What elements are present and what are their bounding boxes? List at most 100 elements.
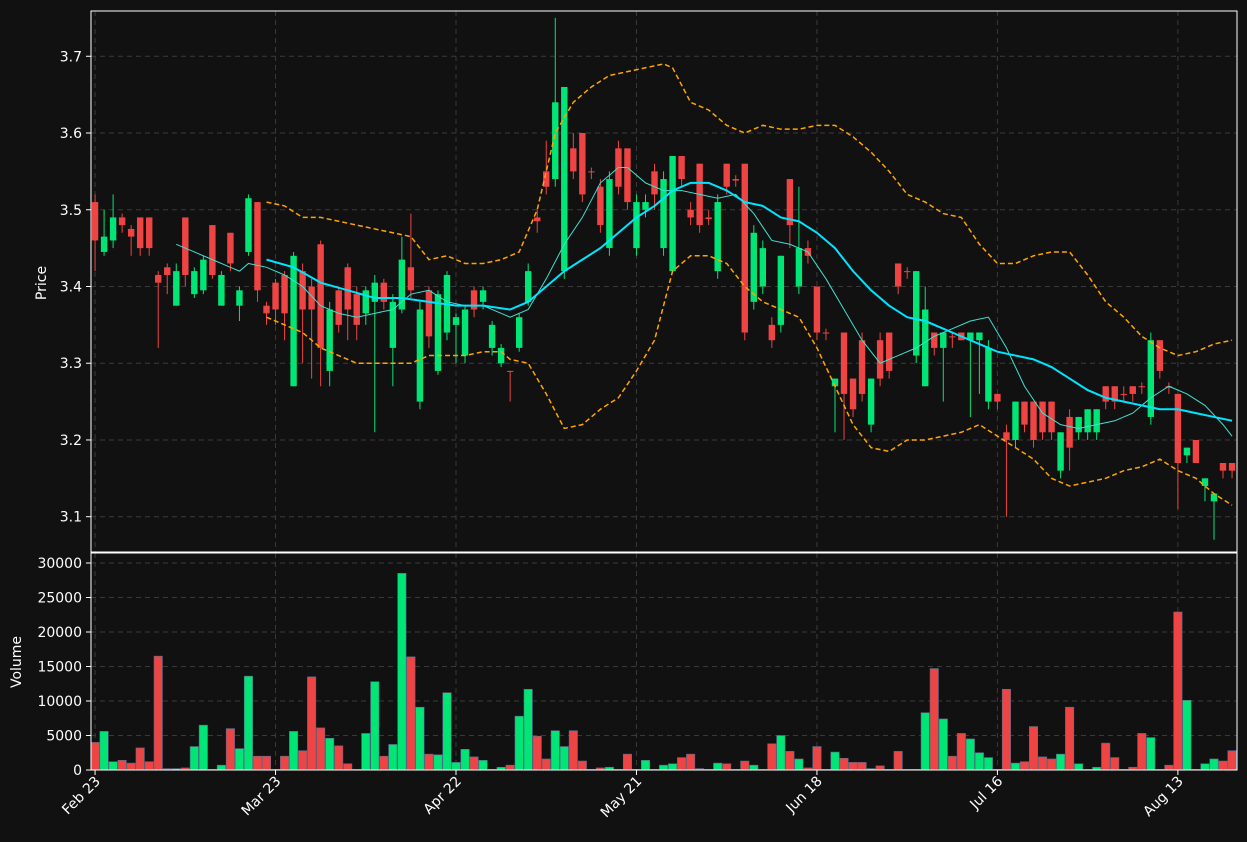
candle-body: [840, 332, 848, 394]
volume-bar: [857, 762, 867, 771]
volume-bar: [1146, 737, 1156, 771]
candle-body: [434, 294, 442, 371]
y-tick-label: 5000: [46, 729, 82, 745]
candle-body: [425, 290, 433, 337]
volume-bar: [622, 753, 632, 771]
volume-bar: [153, 655, 163, 771]
candle-body: [353, 294, 360, 325]
candle-body: [173, 271, 180, 306]
volume-bar: [117, 760, 127, 771]
volume-bar: [505, 764, 515, 771]
candle-body: [461, 309, 469, 356]
volume-bar: [659, 764, 669, 771]
candle-body: [949, 336, 956, 338]
candle-body: [362, 290, 369, 314]
volume-bar: [641, 760, 651, 771]
candle-body: [263, 305, 270, 314]
volume-bar: [514, 715, 524, 771]
candle-body: [182, 217, 189, 275]
volume-bar: [316, 727, 326, 771]
volume-bar: [361, 733, 371, 771]
candle-body: [398, 259, 406, 310]
volume-bar: [1056, 753, 1066, 771]
volume-bar: [469, 756, 479, 771]
volume-bar: [1065, 706, 1075, 771]
candle-body: [335, 290, 342, 325]
volume-bar: [523, 688, 533, 771]
volume-bar: [126, 762, 136, 771]
candle-body: [597, 186, 604, 226]
volume-bar: [478, 760, 488, 771]
candle-body: [931, 332, 938, 348]
volume-bar: [451, 762, 461, 771]
y-tick-label: 3.3: [60, 356, 82, 372]
volume-bar: [108, 761, 118, 771]
volume-bar: [1209, 758, 1219, 771]
candle-body: [858, 340, 866, 394]
y-tick-label: 15000: [37, 660, 82, 676]
volume-bar: [406, 656, 416, 771]
candle-body: [416, 309, 424, 402]
candle-body: [407, 267, 415, 291]
volume-bar: [334, 745, 344, 771]
y-tick-label: 20000: [37, 625, 82, 641]
volume-bar: [1218, 760, 1228, 771]
candle-body: [588, 171, 595, 173]
volume-bar: [370, 681, 380, 771]
volume-bar: [974, 752, 984, 771]
candle-body: [146, 217, 153, 249]
candle-body: [236, 290, 243, 306]
volume-bar: [1101, 742, 1111, 771]
candle-body: [768, 324, 776, 341]
volume-bar: [189, 746, 199, 771]
volume-bar: [397, 573, 407, 771]
candle-body: [1012, 401, 1019, 440]
overlay-line: [266, 255, 1233, 506]
candle-body: [940, 332, 947, 348]
candle-body: [1210, 493, 1218, 502]
candle-body: [1084, 409, 1091, 433]
volume-bar: [541, 758, 551, 771]
candle-body: [985, 347, 992, 402]
volume-bar: [677, 757, 687, 771]
candle-body: [1039, 401, 1046, 433]
volume-bar: [1074, 763, 1084, 771]
candle-body: [1057, 432, 1064, 471]
candle-body: [543, 171, 550, 187]
volume-bar: [938, 718, 948, 771]
candle-body: [1129, 386, 1136, 394]
y-tick-label: 3.6: [60, 126, 82, 142]
candle-body: [308, 286, 315, 310]
overlay-line: [176, 167, 1233, 437]
candle-body: [822, 332, 830, 334]
y-tick-label: 3.1: [60, 510, 82, 526]
plot-frame: [90, 552, 1238, 771]
candle-body: [894, 263, 902, 287]
volume-bar: [713, 762, 723, 771]
candle-body: [389, 301, 397, 348]
candle-body: [470, 290, 478, 310]
y-tick-label: 10000: [37, 694, 82, 710]
y-tick-label: 3.7: [60, 49, 82, 65]
volume-bar: [1173, 611, 1183, 771]
candle-body: [317, 244, 324, 348]
volume-bar: [920, 712, 930, 771]
candle-body: [1228, 462, 1236, 471]
candle-body: [191, 271, 198, 295]
volume-bar: [749, 764, 759, 771]
volume-bar: [812, 746, 822, 771]
candle-body: [497, 347, 505, 364]
candle-body: [867, 378, 875, 425]
candle-body: [254, 202, 261, 291]
candle-body: [831, 378, 839, 387]
y-tick-label: 3.5: [60, 203, 82, 219]
volume-bar: [252, 755, 262, 771]
candle-body: [452, 317, 460, 325]
candle-body: [200, 259, 207, 291]
candle-body: [795, 248, 803, 287]
volume-bar: [144, 761, 154, 771]
candle-body: [651, 171, 658, 195]
volume-bar: [415, 706, 425, 771]
